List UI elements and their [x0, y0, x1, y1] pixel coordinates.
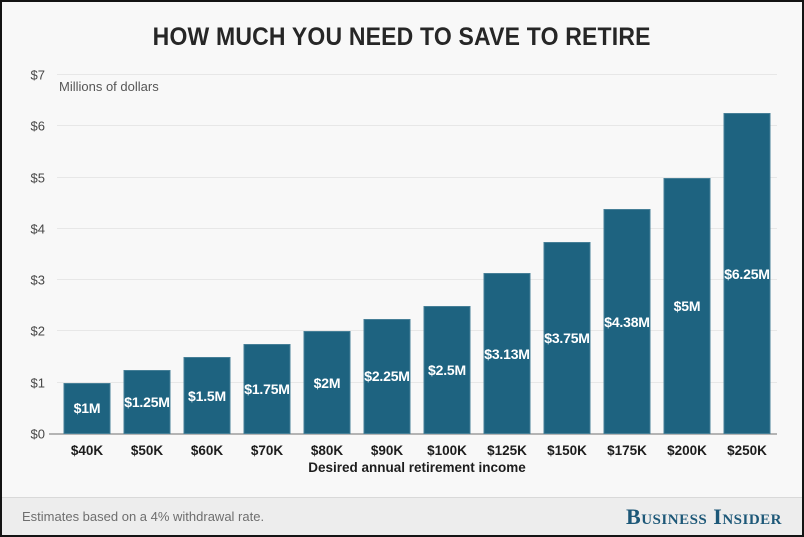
bar: $1M: [63, 382, 111, 434]
bar: $1.5M: [183, 357, 231, 434]
x-tick-label: $100K: [427, 443, 467, 458]
bar-slot: $3.75M: [537, 75, 597, 434]
bar-value-label: $2.25M: [364, 368, 410, 385]
x-tick-label: $200K: [667, 443, 707, 458]
bar: $4.38M: [603, 209, 651, 434]
y-tick-label: $3: [30, 272, 45, 288]
x-tick-label: $60K: [190, 443, 224, 458]
bar-slot: $3.13M: [477, 75, 537, 434]
bar: $6.25M: [723, 113, 771, 434]
y-tick-label: $2: [30, 323, 45, 339]
bar-value-label: $4.38M: [604, 313, 650, 330]
bar-slot: $5M: [657, 75, 717, 434]
bar: $1.25M: [123, 369, 171, 434]
x-tick-label: $80K: [310, 443, 344, 458]
x-axis: $40K $50K $60K $70K $80K $90K $100K $125K $150K $…: [57, 443, 777, 459]
bar-value-label: $2M: [313, 374, 341, 391]
gridline: [57, 330, 777, 332]
x-tick-label: $40K: [70, 443, 104, 458]
y-tick-label: $5: [30, 170, 45, 186]
plot-area: $1M $1.25M $1.5M $1.75M $2M $2.25M $2.5M $3.13M…: [49, 74, 777, 435]
bar-value-label: $1.5M: [188, 387, 226, 404]
x-tick-label: $150K: [547, 443, 587, 458]
bar: $1.75M: [243, 344, 291, 434]
bar: $2M: [303, 331, 351, 434]
x-tick-label: $125K: [487, 443, 527, 458]
bar-value-label: $6.25M: [724, 265, 770, 282]
x-tick-label: $250K: [727, 443, 767, 458]
bar-slot: $2.25M: [357, 75, 417, 434]
gridline: [57, 125, 777, 127]
business-insider-logo: Business Insider: [626, 503, 782, 529]
bar: $2.25M: [363, 318, 411, 434]
bar: $5M: [663, 177, 711, 434]
bar: $3.13M: [483, 273, 531, 434]
y-axis: $0 $1 $2 $3 $4 $5 $6 $7: [2, 68, 48, 442]
gridline: [57, 227, 777, 229]
bar-value-label: $3.75M: [544, 329, 590, 346]
gridline: [57, 176, 777, 178]
x-tick-label: $70K: [250, 443, 284, 458]
page-title: HOW MUCH YOU NEED TO SAVE TO RETIRE: [2, 23, 802, 52]
bar-slot: $1.75M: [237, 75, 297, 434]
gridline: [57, 381, 777, 383]
x-tick-label: $90K: [370, 443, 404, 458]
y-tick-label: $4: [30, 221, 45, 237]
bar: $2.5M: [423, 305, 471, 434]
bar-value-label: $1M: [73, 400, 101, 417]
bar-slot: $6.25M: [717, 75, 777, 434]
x-tick-label: $50K: [130, 443, 164, 458]
bar-value-label: $1.25M: [124, 393, 170, 410]
gridline: [57, 279, 777, 281]
footer-note: Estimates based on a 4% withdrawal rate.: [22, 509, 265, 524]
y-axis-unit-label: Millions of dollars: [59, 79, 159, 94]
bar-slot: $1.25M: [117, 75, 177, 434]
bar-slot: $4.38M: [597, 75, 657, 434]
bar-slot: $2.5M: [417, 75, 477, 434]
x-tick-label: $175K: [607, 443, 647, 458]
y-tick-label: $6: [30, 118, 45, 134]
y-tick-label: $1: [30, 375, 45, 391]
gridline: [57, 74, 777, 75]
bar-slot: $2M: [297, 75, 357, 434]
y-tick-label: $7: [30, 67, 45, 83]
x-axis-baseline: [49, 433, 777, 435]
x-axis-title: Desired annual retirement income: [308, 460, 526, 475]
y-tick-label: $0: [30, 426, 45, 442]
bar-value-label: $2.5M: [428, 361, 466, 378]
bar-value-label: $1.75M: [244, 381, 290, 398]
bar-slot: $1.5M: [177, 75, 237, 434]
footer: Estimates based on a 4% withdrawal rate.…: [2, 497, 802, 535]
bar-value-label: $5M: [673, 297, 701, 314]
bar-slot: $1M: [57, 75, 117, 434]
page-title-text: HOW MUCH YOU NEED TO SAVE TO RETIRE: [152, 23, 652, 51]
bar: $3.75M: [543, 241, 591, 434]
bar-value-label: $3.13M: [484, 345, 530, 362]
